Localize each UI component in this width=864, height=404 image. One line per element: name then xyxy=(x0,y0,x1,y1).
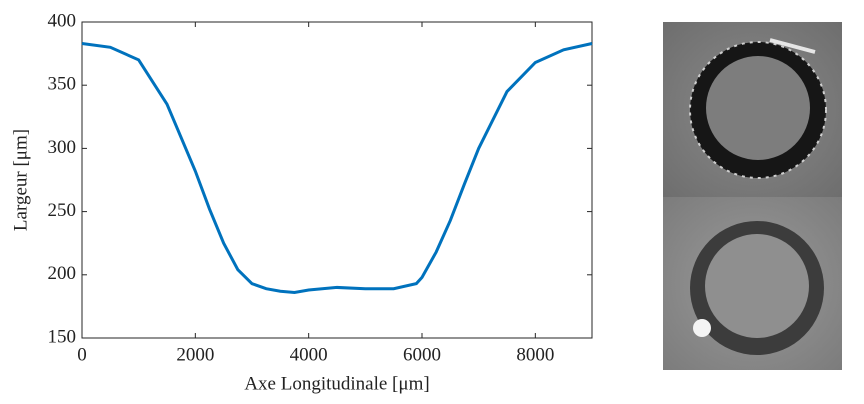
y-tick-label: 200 xyxy=(48,263,77,284)
y-axis-label: Largeur [μm] xyxy=(10,129,31,231)
data-line xyxy=(81,42,593,295)
y-tick-label: 350 xyxy=(48,74,77,95)
x-tick-label: 8000 xyxy=(516,344,554,365)
x-tick-label: 0 xyxy=(77,344,87,365)
plot-frame xyxy=(81,21,593,339)
x-tick-label: 4000 xyxy=(290,344,328,365)
x-axis-label: Axe Longitudinale [μm] xyxy=(244,373,429,394)
photo-bottom xyxy=(663,197,842,370)
y-tick-label: 400 xyxy=(48,10,77,31)
x-tick-label: 2000 xyxy=(176,344,214,365)
photo-top xyxy=(663,22,842,197)
y-tick-label: 250 xyxy=(48,200,77,221)
y-tick-label: 300 xyxy=(48,137,77,158)
x-tick-label: 6000 xyxy=(403,344,441,365)
y-tick-label: 150 xyxy=(48,326,77,347)
